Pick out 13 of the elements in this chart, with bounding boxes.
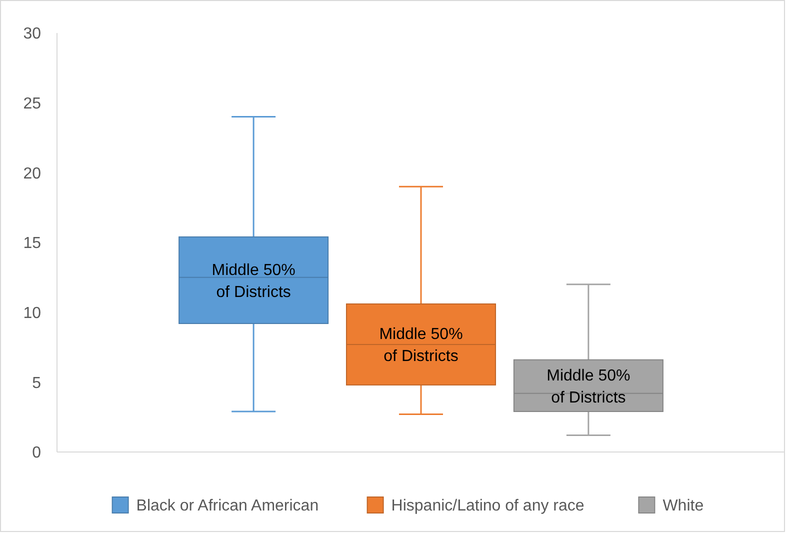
y-tick-label: 30 (23, 26, 42, 43)
annotation: Middle 50% of Districts (212, 262, 296, 301)
legend-label: Black or African American (136, 498, 319, 515)
y-tick-label: 20 (23, 165, 42, 182)
y-tick-label: 0 (32, 444, 42, 462)
y-tick-label: 25 (23, 95, 42, 112)
y-tick-label: 5 (32, 374, 42, 392)
legend-label: Hispanic/Latino of any race (391, 498, 584, 515)
y-tick-label: 10 (23, 304, 42, 322)
annotation: Middle 50% of Districts (546, 367, 630, 406)
y-tick-label: 15 (23, 235, 42, 252)
legend-label: White (662, 498, 704, 515)
annotation: Middle 50% of Districts (379, 326, 463, 366)
